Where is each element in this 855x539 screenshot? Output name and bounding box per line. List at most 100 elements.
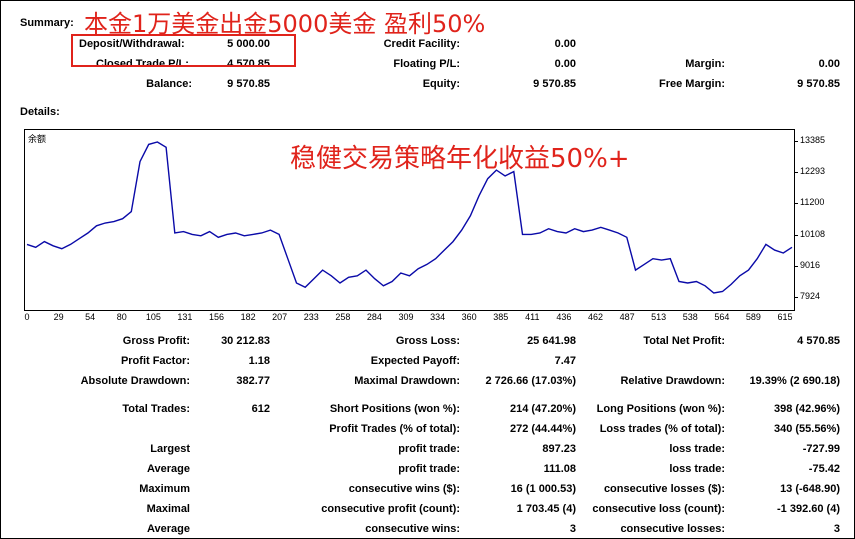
y-tick-label: 10108 <box>800 228 826 239</box>
x-tick-label: 334 <box>430 312 446 322</box>
total-trades-label: Total Trades: <box>122 403 190 415</box>
chart-caption-overlay: 稳健交易策略年化收益50%+ <box>290 144 630 174</box>
y-tick-mark <box>794 203 798 205</box>
x-tick-label: 411 <box>525 312 540 322</box>
max-drawdown-value: 2 726.66 (17.03%) <box>485 375 576 387</box>
headline-overlay: 本金1万美金出金5000美金 盈利50% <box>84 10 486 38</box>
y-tick-mark <box>794 141 798 142</box>
y-tick-label: 13385 <box>800 135 826 145</box>
balance-chart: 余额 <box>24 129 795 311</box>
y-tick-label: 12293 <box>800 166 826 177</box>
long-positions-label: Long Positions (won %): <box>596 403 725 415</box>
long-positions-value: 398 (42.96%) <box>773 403 840 415</box>
y-tick-mark <box>794 234 798 236</box>
x-tick-label: 615 <box>777 312 793 322</box>
short-positions-label: Short Positions (won %): <box>329 403 460 415</box>
highlight-box <box>71 34 296 67</box>
x-tick-label: 487 <box>619 312 635 322</box>
x-tick-label: 80 <box>116 312 127 322</box>
average-label: Average <box>146 463 190 475</box>
avg-cons-losses-value: 3 <box>833 523 840 535</box>
profit-trades-value: 272 (44.44%) <box>509 423 576 435</box>
average2-label: Average <box>146 523 190 535</box>
abs-drawdown-label: Absolute Drawdown: <box>80 375 190 387</box>
gross-loss-value: 25 641.98 <box>527 335 576 347</box>
average-loss-label: loss trade: <box>669 463 725 475</box>
rel-drawdown-label: Relative Drawdown: <box>620 375 725 387</box>
y-tick-mark <box>794 297 798 298</box>
balance-value: 9 570.85 <box>227 78 270 90</box>
avg-cons-losses-label: consecutive losses: <box>620 523 725 535</box>
equity-label: Equity: <box>422 78 460 90</box>
x-tick-label: 156 <box>208 312 225 322</box>
y-tick-mark <box>794 172 798 174</box>
x-tick-label: 513 <box>651 312 667 322</box>
deposit-label: Deposit/Withdrawal: <box>79 38 185 50</box>
balance-line <box>26 141 793 294</box>
x-tick-label: 258 <box>335 312 351 322</box>
max-cons-wins-label: consecutive wins ($): <box>348 483 460 495</box>
maximal-profit-label: consecutive profit (count): <box>321 503 460 515</box>
short-positions-value: 214 (47.20%) <box>509 403 576 415</box>
y-tick-label: 7924 <box>800 291 821 301</box>
x-tick-label: 105 <box>145 312 161 322</box>
credit-label: Credit Facility: <box>383 38 460 50</box>
average-profit-value: 111.08 <box>543 463 576 475</box>
details-title: Details: <box>20 106 60 118</box>
x-tick-label: 29 <box>53 312 64 322</box>
x-tick-label: 131 <box>177 312 193 322</box>
gross-loss-label: Gross Loss: <box>395 335 460 347</box>
avg-cons-wins-label: consecutive wins: <box>365 523 460 535</box>
max-cons-wins-value: 16 (1 000.53) <box>510 483 576 495</box>
balance-label: Balance: <box>146 78 192 90</box>
y-tick-label: 11200 <box>800 197 825 208</box>
average-profit-label: profit trade: <box>398 463 460 475</box>
avg-cons-wins-value: 3 <box>569 523 576 535</box>
maximal-loss-value: -1 392.60 (4) <box>777 503 840 515</box>
maximal-loss-label: consecutive loss (count): <box>592 503 725 515</box>
loss-trades-label: Loss trades (% of total): <box>599 423 725 435</box>
x-tick-label: 284 <box>366 312 382 322</box>
largest-loss-value: -727.99 <box>802 443 840 455</box>
x-tick-label: 360 <box>461 312 477 322</box>
margin-value: 0.00 <box>818 58 840 70</box>
loss-trades-value: 340 (55.56%) <box>773 423 840 435</box>
largest-profit-value: 897.23 <box>542 443 576 455</box>
free-margin-label: Free Margin: <box>658 78 725 90</box>
closed-pl-label: Closed Trade P/L: <box>96 58 189 70</box>
x-tick-label: 309 <box>398 312 414 322</box>
abs-drawdown-value: 382.77 <box>236 375 270 387</box>
x-tick-label: 385 <box>493 312 509 322</box>
maximal-label: Maximal <box>146 503 190 515</box>
expected-payoff-value: 7.47 <box>554 355 576 367</box>
total-net-value: 4 570.85 <box>797 335 840 347</box>
max-cons-losses-label: consecutive losses ($): <box>603 483 725 495</box>
profit-factor-label: Profit Factor: <box>120 355 190 367</box>
total-trades-value: 612 <box>251 403 270 415</box>
x-tick-label: 538 <box>682 312 698 322</box>
max-cons-losses-value: 13 (-648.90) <box>780 483 840 495</box>
summary-title: Summary: <box>20 17 74 29</box>
x-tick-label: 589 <box>745 312 761 322</box>
x-tick-label: 207 <box>272 312 288 322</box>
balance-chart-plot <box>26 141 793 294</box>
expected-payoff-label: Expected Payoff: <box>370 355 460 367</box>
x-tick-label: 462 <box>587 312 604 322</box>
floating-label: Floating P/L: <box>393 58 460 70</box>
maximum-label: Maximum <box>139 483 190 495</box>
largest-label: Largest <box>150 443 190 455</box>
x-tick-label: 564 <box>714 312 730 322</box>
x-tick-label: 54 <box>85 312 96 322</box>
largest-loss-label: loss trade: <box>669 443 725 455</box>
margin-label: Margin: <box>685 58 725 70</box>
credit-value: 0.00 <box>554 38 576 50</box>
closed-pl-value: 4 570.85 <box>227 58 270 70</box>
x-tick-label: 436 <box>556 312 572 322</box>
profit-factor-value: 1.18 <box>248 355 270 367</box>
free-margin-value: 9 570.85 <box>797 78 840 90</box>
series-legend: 余额 <box>28 134 47 144</box>
y-tick-label: 9016 <box>800 259 821 270</box>
largest-profit-label: profit trade: <box>398 443 460 455</box>
deposit-value: 5 000.00 <box>227 38 270 50</box>
floating-value: 0.00 <box>554 58 576 70</box>
